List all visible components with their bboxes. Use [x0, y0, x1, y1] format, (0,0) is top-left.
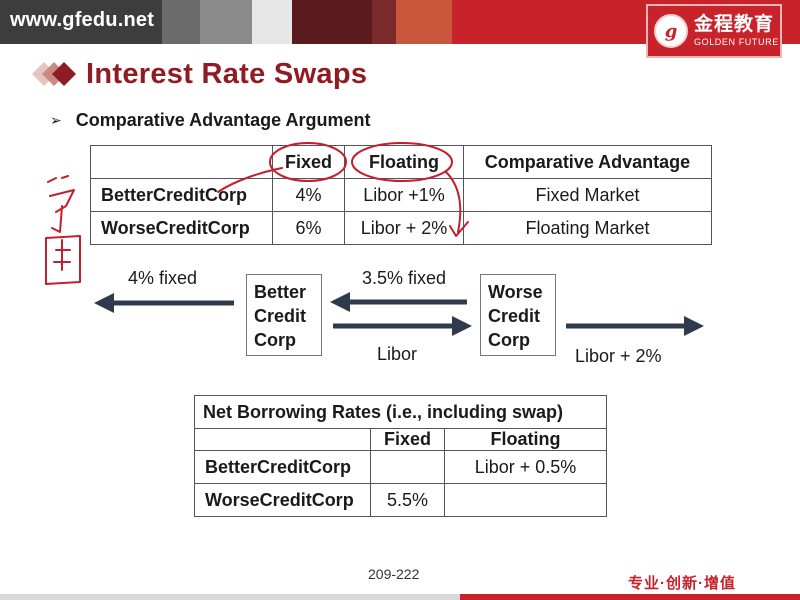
- header-segment: [162, 0, 200, 44]
- annotation-curve-to-better: [217, 167, 283, 193]
- bullet-text: Comparative Advantage Argument: [75, 110, 371, 130]
- table-cell: Floating Market: [463, 211, 712, 245]
- footer-accent-bar: [460, 594, 800, 600]
- annotation-curve-to-worse: [445, 171, 462, 233]
- header-segment: [372, 0, 396, 44]
- logo-name-cn: 金程教育: [694, 14, 775, 35]
- top-swap-label: 3.5% fixed: [362, 268, 447, 288]
- header-segment: [252, 0, 292, 44]
- table-caption: Net Borrowing Rates (i.e., including swa…: [194, 395, 607, 429]
- logo-text: 金程教育 GOLDEN FUTURE: [694, 14, 779, 48]
- better-credit-corp-box: Better Credit Corp: [246, 274, 322, 356]
- annotation-circle-fixed: [269, 142, 347, 182]
- row-label: WorseCreditCorp: [194, 483, 371, 517]
- table-header-cell: Fixed: [370, 428, 445, 451]
- brand-logo: g 金程教育 GOLDEN FUTURE: [646, 4, 782, 58]
- table-header-cell: [90, 145, 273, 179]
- header-segment: [200, 0, 252, 44]
- logo-seal-icon: g: [654, 14, 688, 48]
- annotation-check-mark: [449, 221, 469, 237]
- header-segment: [396, 0, 452, 44]
- table-header-row: Fixed Floating: [194, 428, 607, 451]
- right-out-label: Libor + 2%: [575, 346, 662, 366]
- table-cell: Libor + 0.5%: [444, 450, 607, 484]
- table-row: WorseCreditCorp 6% Libor + 2% Floating M…: [90, 211, 712, 245]
- footer-slogan: 专业·创新·增值: [628, 575, 736, 592]
- row-label: BetterCreditCorp: [194, 450, 371, 484]
- bottom-swap-label: Libor: [377, 344, 418, 364]
- bullet-arrow-icon: ➢: [50, 112, 62, 128]
- table-cell: [444, 483, 607, 517]
- table-cell: Libor +1%: [344, 178, 464, 212]
- site-url[interactable]: www.gfedu.net: [10, 9, 155, 31]
- table-row: WorseCreditCorp 5.5%: [194, 483, 607, 517]
- table-caption-row: Net Borrowing Rates (i.e., including swa…: [194, 395, 607, 429]
- table-row: BetterCreditCorp Libor + 0.5%: [194, 450, 607, 484]
- header-segment: [292, 0, 372, 44]
- page-number: 209-222: [368, 566, 420, 582]
- rates-table: Fixed Floating Comparative Advantage Bet…: [90, 145, 712, 245]
- table-cell: [370, 450, 445, 484]
- footer-bar: [0, 594, 800, 600]
- table-cell: Libor + 2%: [344, 211, 464, 245]
- left-out-label: 4% fixed: [128, 268, 198, 288]
- slide-title: Interest Rate Swaps: [86, 58, 368, 90]
- worse-credit-corp-box: Worse Credit Corp: [480, 274, 556, 356]
- logo-name-en: GOLDEN FUTURE: [694, 37, 779, 47]
- net-rates-table: Net Borrowing Rates (i.e., including swa…: [194, 395, 607, 517]
- table-cell: Fixed Market: [463, 178, 712, 212]
- table-header-cell: Floating: [444, 428, 607, 451]
- header-segment: [0, 0, 162, 44]
- table-header-cell: Fixed: [272, 145, 345, 179]
- table-cell: 5.5%: [370, 483, 445, 517]
- title-diamonds-icon: [32, 62, 76, 86]
- table-header-cell: Comparative Advantage: [463, 145, 712, 179]
- table-header-cell: [194, 428, 371, 451]
- table-cell: 6%: [272, 211, 345, 245]
- table-row: BetterCreditCorp 4% Libor +1% Fixed Mark…: [90, 178, 712, 212]
- annotation-circle-floating: [351, 142, 453, 182]
- bullet-item: ➢ Comparative Advantage Argument: [50, 110, 370, 131]
- annotation-handwriting: [45, 175, 81, 285]
